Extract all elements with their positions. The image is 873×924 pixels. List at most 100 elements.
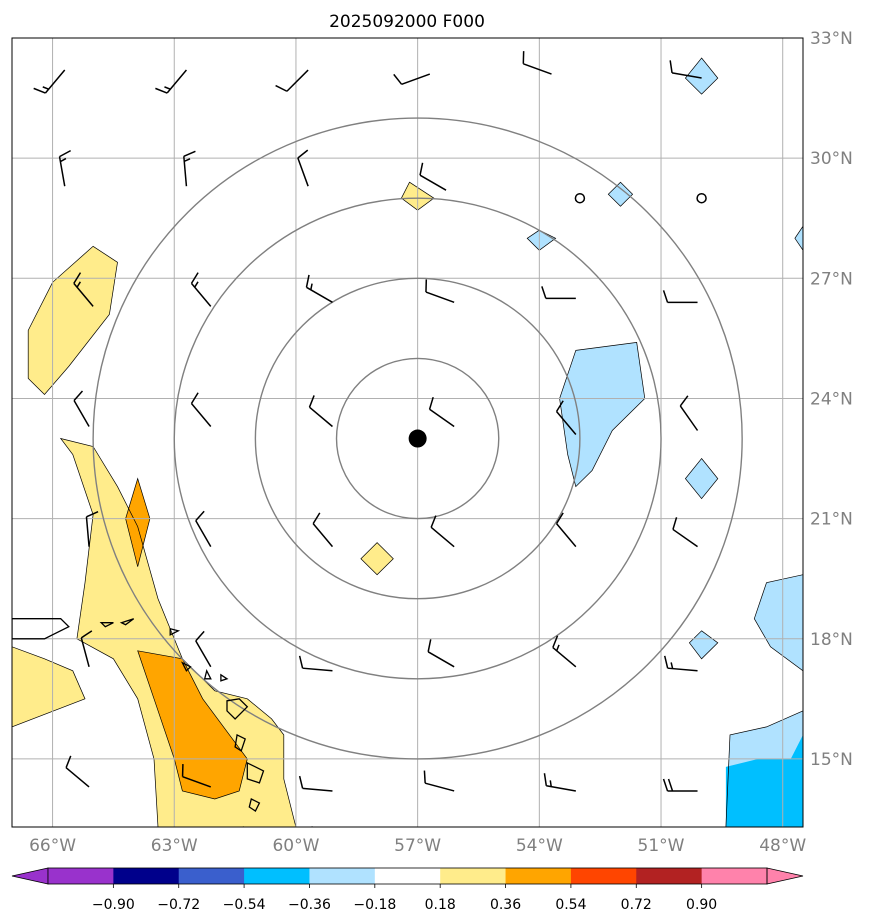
wind-barb-shaft xyxy=(302,667,333,672)
lon-tick-label: 57°W xyxy=(394,836,441,856)
wind-barb-shaft xyxy=(679,405,699,431)
colorbar-tick-label: 0.54 xyxy=(555,897,586,913)
wind-barb-flag xyxy=(308,395,315,408)
lat-tick-label: 30°N xyxy=(810,149,853,169)
plot-layer xyxy=(12,38,803,827)
wind-barb-shaft xyxy=(430,526,455,548)
wind-barb-shaft xyxy=(312,523,334,548)
contour-fill xyxy=(125,478,150,567)
wind-barb-half-flag xyxy=(42,86,49,90)
wind-barb-flag xyxy=(555,512,564,525)
wind-barb xyxy=(543,773,576,792)
lat-tick-label: 15°N xyxy=(810,750,853,770)
wind-barb xyxy=(58,149,72,187)
wind-barb xyxy=(672,517,698,548)
wind-barb-flag xyxy=(430,515,437,528)
wind-barb xyxy=(312,512,334,548)
wind-barb-flag xyxy=(33,87,46,94)
wind-barb xyxy=(181,764,212,788)
lon-tick-label: 66°W xyxy=(29,836,76,856)
wind-barb xyxy=(541,286,576,300)
island-coastline xyxy=(203,668,212,680)
wind-barb-flag xyxy=(667,778,674,792)
contour-line xyxy=(27,245,118,396)
colorbar-tick-label: −0.90 xyxy=(92,897,135,913)
lat-tick-label: 33°N xyxy=(810,29,853,49)
wind-barb-half-flag xyxy=(60,157,67,163)
wind-barb xyxy=(427,639,455,668)
wind-barb-half-flag xyxy=(310,283,313,290)
wind-barb-flag xyxy=(679,395,689,407)
island-coastline xyxy=(220,673,229,682)
wind-barb xyxy=(73,390,90,427)
wind-barb-shaft xyxy=(195,520,212,548)
colorbar-tick-label: −0.18 xyxy=(353,897,396,913)
wind-barb-flag xyxy=(423,770,426,784)
wind-barb xyxy=(555,512,577,548)
wind-barb xyxy=(195,630,212,668)
contour-line xyxy=(725,710,803,827)
contour-line xyxy=(125,477,151,567)
lat-tick-label: 21°N xyxy=(810,510,853,530)
contour-line xyxy=(360,542,394,576)
island-coastline xyxy=(248,798,261,812)
contour-fill xyxy=(137,650,248,799)
colorbar-segment xyxy=(374,868,441,884)
wind-barb-shaft xyxy=(195,640,212,668)
wind-barb xyxy=(275,69,309,92)
contour-line xyxy=(794,225,803,251)
wind-barb-shaft xyxy=(401,73,431,86)
wind-barb xyxy=(393,73,431,86)
plot-background xyxy=(12,38,803,827)
wind-barb-shaft xyxy=(555,523,577,548)
contour-fill xyxy=(685,58,718,95)
wind-barb-shaft xyxy=(73,400,90,427)
island-coastline xyxy=(119,618,135,626)
wind-barb-shaft xyxy=(190,403,212,427)
contour-line xyxy=(753,574,803,672)
wind-barb-shaft xyxy=(182,775,212,788)
lon-tick-label: 51°W xyxy=(638,836,685,856)
colorbar-segment xyxy=(309,868,376,884)
wind-barb-shaft xyxy=(73,282,94,307)
wind-barb xyxy=(425,279,455,304)
wind-barb-flag xyxy=(73,272,82,284)
colorbar-tick-label: 0.90 xyxy=(686,897,717,913)
lat-tick-label: 27°N xyxy=(810,269,853,289)
colorbar-segment xyxy=(113,868,180,884)
wind-barb xyxy=(85,511,99,547)
wind-barb-flag xyxy=(298,655,304,669)
wind-barb-shaft xyxy=(667,667,698,672)
colorbar-segment xyxy=(48,868,114,884)
contour-line xyxy=(607,181,634,207)
wind-barb-flag xyxy=(312,512,321,525)
wind-barb xyxy=(423,770,455,792)
range-ring xyxy=(92,117,743,760)
wind-barb-flag xyxy=(662,290,669,303)
wind-barb-shaft xyxy=(65,767,90,788)
lat-tick-label: 18°N xyxy=(810,630,853,650)
wind-barb xyxy=(428,396,455,428)
lon-tick-label: 54°W xyxy=(516,836,563,856)
wind-barb-shaft xyxy=(555,411,577,435)
colorbar: −0.90 −0.72 −0.54 −0.36 −0.18 0.18 0.36 0.54 0.7… xyxy=(11,867,804,913)
wind-barb-flag xyxy=(552,635,559,648)
wind-barb xyxy=(183,150,196,187)
wind-barb xyxy=(669,60,702,79)
calm-wind-circle xyxy=(696,192,707,204)
wind-barb-flag xyxy=(428,396,434,410)
wind-barb-flag xyxy=(73,390,84,402)
colorbar-extend-min xyxy=(11,867,49,885)
colorbar-extend-max xyxy=(766,867,804,885)
wind-barb-flag xyxy=(155,87,168,94)
wind-barb-half-flag xyxy=(555,644,560,652)
wind-barb-flag xyxy=(427,639,432,652)
colorbar-tick-label: −0.54 xyxy=(223,897,266,913)
wind-barb-flag xyxy=(190,392,199,404)
wind-barb-shaft xyxy=(671,72,702,79)
wind-barb-flag xyxy=(393,73,403,85)
wind-barb xyxy=(297,149,309,187)
colorbar-segment xyxy=(440,868,507,884)
wind-barb-shaft xyxy=(552,646,577,668)
